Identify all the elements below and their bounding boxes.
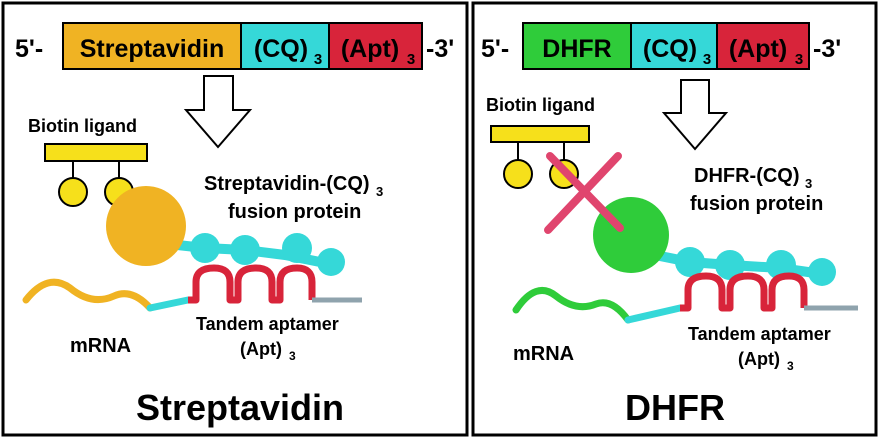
- right-gene-segment: [522, 22, 632, 70]
- left-construct: 5'- Streptavidin (CQ) 3 (Apt) 3 -3': [15, 22, 454, 70]
- left-cq-bead-1: [190, 233, 220, 263]
- left-cq-label: (CQ): [254, 35, 308, 63]
- left-panel-border: [1, 1, 469, 437]
- left-three-prime: -3': [426, 35, 454, 63]
- right-biotin-ligand: [490, 125, 590, 189]
- left-mrna-cq-region: [146, 296, 192, 312]
- left-fusion-label-line1: Streptavidin-(CQ): [204, 173, 370, 195]
- left-gene-label: Streptavidin: [80, 35, 224, 63]
- left-cq-bead-4: [317, 248, 345, 276]
- right-apt-label: (Apt): [729, 35, 787, 63]
- left-panel: 5'- Streptavidin (CQ) 3 (Apt) 3 -3' Biot…: [1, 1, 469, 437]
- right-panel-title: DHFR: [625, 387, 725, 428]
- right-cq-label: (CQ): [643, 35, 697, 63]
- right-fusion-label-line2: fusion protein: [690, 193, 823, 215]
- left-tandem-label-line1: Tandem aptamer: [196, 314, 339, 334]
- left-cq-segment: [240, 22, 330, 70]
- left-tandem-aptamer: [188, 264, 316, 304]
- left-mrna: [22, 264, 362, 312]
- right-cq-bead-1: [675, 247, 705, 277]
- right-tandem-sub: 3: [787, 359, 794, 373]
- right-cq-subscript: 3: [703, 51, 711, 68]
- right-mrna-5prime: [512, 286, 632, 324]
- left-streptavidin-sphere: [106, 186, 186, 266]
- right-cq-bead-4: [808, 258, 836, 286]
- right-cq-bead-2: [715, 250, 745, 280]
- right-construct: 5'- DHFR (CQ) 3 (Apt) 3 -3': [481, 22, 841, 70]
- right-tandem-label-line1: Tandem aptamer: [688, 324, 831, 344]
- right-apt-subscript: 3: [795, 51, 803, 68]
- left-tandem-label-line2: (Apt): [240, 339, 282, 359]
- no-binding-cross-icon: [544, 152, 624, 234]
- right-cq-bead-3: [766, 250, 796, 280]
- left-down-arrow: [183, 75, 253, 149]
- right-gene-label: DHFR: [542, 35, 611, 63]
- right-five-prime: 5'-: [481, 35, 509, 63]
- left-fusion-protein: [106, 186, 345, 276]
- right-mrna-cq-region: [624, 304, 684, 324]
- left-mrna-5prime: [22, 278, 154, 312]
- right-fusion-label-line1: DHFR-(CQ): [694, 165, 800, 187]
- left-cq-subscript: 3: [314, 51, 322, 68]
- right-fusion-label-sub: 3: [805, 176, 812, 191]
- left-gene-segment: [62, 22, 242, 70]
- left-fusion-label-line2: fusion protein: [228, 201, 361, 223]
- right-apt-segment: [716, 22, 810, 70]
- left-cq-bead-3: [282, 233, 312, 263]
- left-cq-bead-2: [230, 235, 260, 265]
- right-biotin-label: Biotin ligand: [486, 95, 595, 115]
- left-five-prime: 5'-: [15, 35, 43, 63]
- right-panel-border: [471, 1, 878, 437]
- right-panel: 5'- DHFR (CQ) 3 (Apt) 3 -3' Biotin ligan…: [471, 1, 878, 437]
- left-apt-label: (Apt): [341, 35, 399, 63]
- left-fusion-label-sub: 3: [376, 184, 383, 199]
- left-biotin-label: Biotin ligand: [28, 116, 137, 136]
- right-three-prime: -3': [813, 35, 841, 63]
- right-tandem-label-line2: (Apt): [738, 349, 780, 369]
- right-tandem-aptamer: [680, 272, 808, 312]
- left-apt-subscript: 3: [407, 51, 415, 68]
- right-mrna-label: mRNA: [513, 343, 574, 365]
- left-panel-title: Streptavidin: [136, 387, 344, 428]
- left-mrna-label: mRNA: [70, 335, 131, 357]
- right-down-arrow: [661, 79, 729, 151]
- left-apt-segment: [328, 22, 423, 70]
- left-tandem-sub: 3: [289, 349, 296, 363]
- right-mrna: [512, 272, 858, 324]
